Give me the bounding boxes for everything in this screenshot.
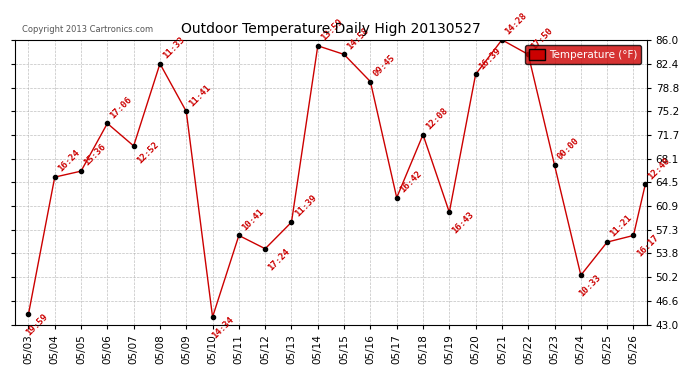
Text: 11:41: 11:41 [188,83,213,108]
Text: 15:36: 15:36 [82,142,108,168]
Text: 00:00: 00:00 [556,136,581,162]
Text: 17:50: 17:50 [529,26,555,51]
Text: 17:06: 17:06 [108,95,134,120]
Text: 19:59: 19:59 [24,312,50,338]
Text: 14:34: 14:34 [210,315,235,340]
Text: 12:52: 12:52 [135,141,160,166]
Text: 16:43: 16:43 [451,210,476,236]
Text: 16:24: 16:24 [56,148,81,174]
Text: 10:33: 10:33 [577,273,602,298]
Text: 13:59: 13:59 [319,17,344,42]
Text: 16:17: 16:17 [635,233,660,259]
Title: Outdoor Temperature Daily High 20130527: Outdoor Temperature Daily High 20130527 [181,22,481,36]
Text: 16:39: 16:39 [477,46,502,71]
Text: 14:28: 14:28 [503,11,529,36]
Text: 11:39: 11:39 [293,194,318,219]
Text: Copyright 2013 Cartronics.com: Copyright 2013 Cartronics.com [21,25,152,34]
Text: 12:48: 12:48 [647,156,672,181]
Text: 11:33: 11:33 [161,35,186,60]
Text: 12:08: 12:08 [424,106,450,131]
Text: 17:24: 17:24 [266,247,292,272]
Text: 14:58: 14:58 [346,26,371,51]
Text: 11:21: 11:21 [609,213,634,239]
Text: 10:41: 10:41 [240,207,266,232]
Text: 16:42: 16:42 [398,169,424,194]
Legend: Temperature (°F): Temperature (°F) [525,45,642,64]
Text: 09:45: 09:45 [372,53,397,78]
